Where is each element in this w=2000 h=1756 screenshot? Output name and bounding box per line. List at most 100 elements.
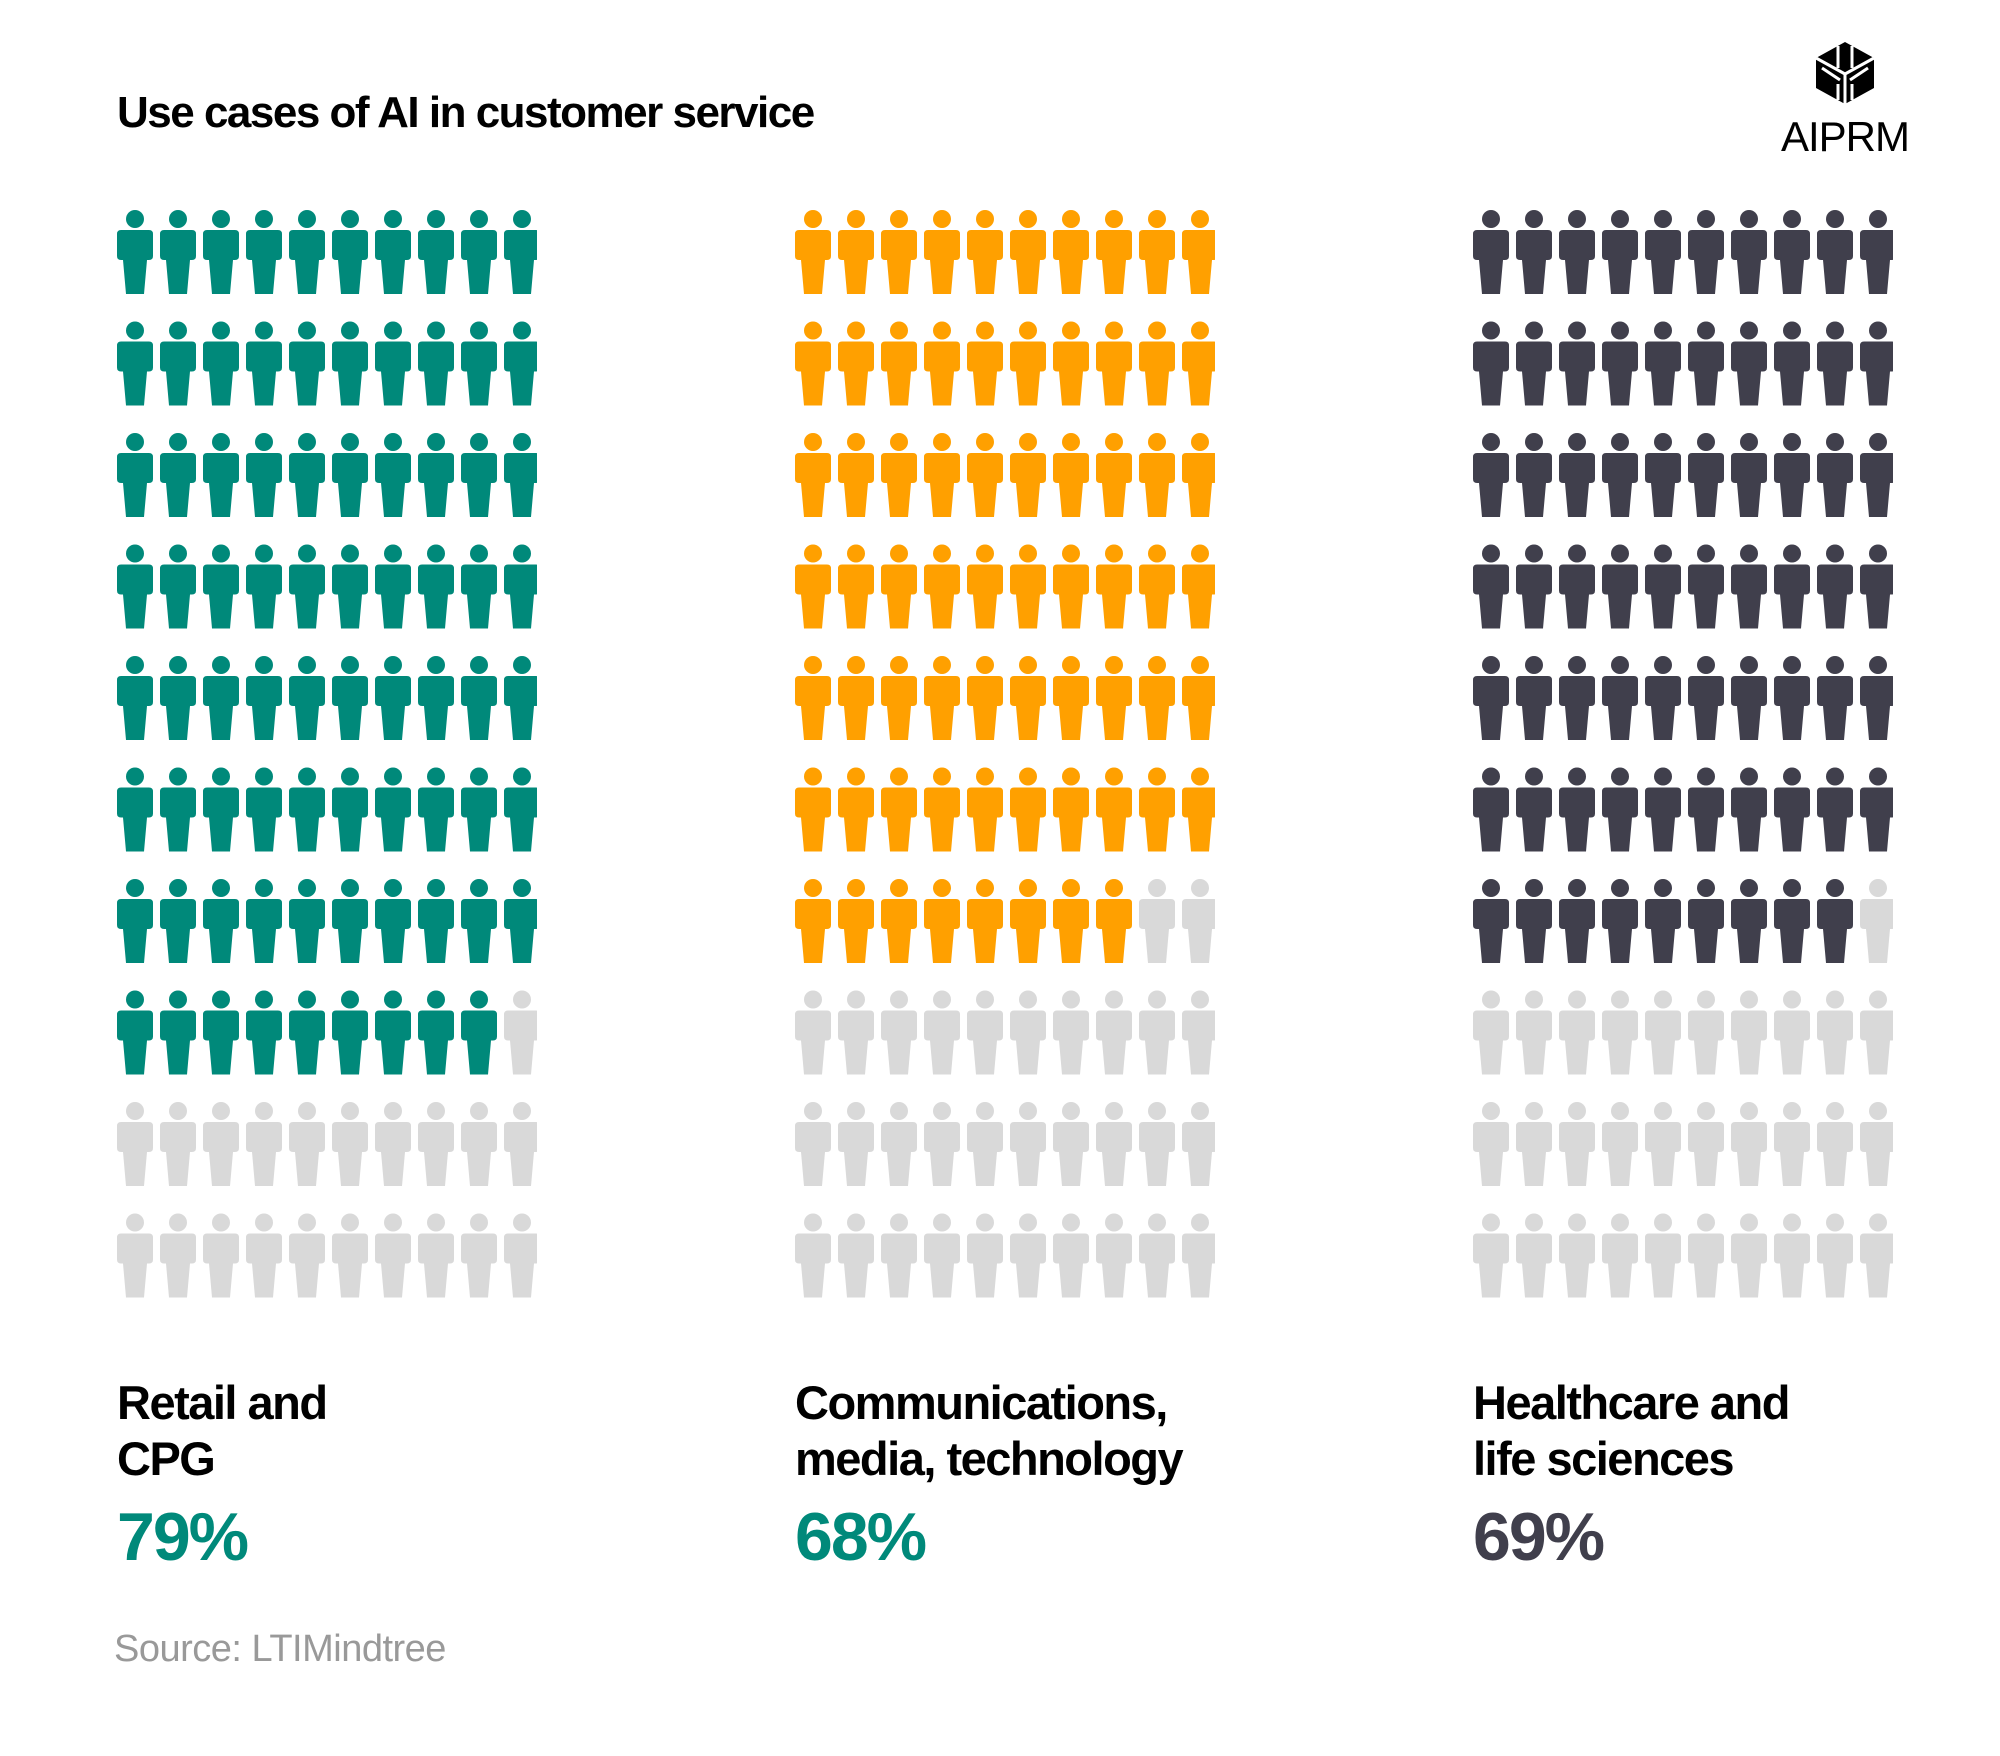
person-icon-empty (1559, 1102, 1595, 1186)
person-icon-empty (160, 1102, 196, 1186)
person-icon-empty (461, 1102, 497, 1186)
person-icon-empty (795, 1102, 831, 1186)
person-icon-filled (160, 210, 196, 294)
person-icon-filled (1516, 210, 1552, 294)
person-icon-empty (1860, 990, 1896, 1075)
person-icon-filled (1860, 433, 1896, 517)
person-icon-empty (504, 1213, 540, 1298)
person-icon-filled (1688, 544, 1724, 629)
person-icon-filled (375, 656, 411, 740)
person-icon-empty (289, 1102, 325, 1186)
person-icon-filled (1688, 321, 1724, 406)
person-icon-filled (418, 544, 454, 629)
person-icon-empty (924, 1102, 960, 1186)
person-icon-filled (881, 767, 917, 852)
person-icon-filled (1817, 321, 1853, 406)
person-icon-filled (203, 879, 239, 963)
person-icon-filled (967, 210, 1003, 294)
person-icon-filled (375, 321, 411, 406)
person-icon-filled (160, 544, 196, 629)
person-icon-filled (1860, 544, 1896, 629)
person-icon-empty (1139, 1213, 1175, 1298)
person-icon-empty (795, 1213, 831, 1298)
person-icon-filled (246, 544, 282, 629)
person-icon-filled (1053, 767, 1089, 852)
person-icon-empty (1731, 1102, 1767, 1186)
person-icon-filled (1559, 767, 1595, 852)
person-icon-filled (117, 656, 153, 740)
person-icon-empty (1516, 990, 1552, 1075)
person-icon-filled (967, 321, 1003, 406)
person-icon-empty (332, 1102, 368, 1186)
person-icon-empty (1182, 1102, 1218, 1186)
person-icon-filled (1516, 767, 1552, 852)
person-icon-filled (1053, 544, 1089, 629)
person-icon-filled (1096, 656, 1132, 740)
person-icon-empty (203, 1102, 239, 1186)
person-icon-empty (1645, 1102, 1681, 1186)
person-icon-filled (967, 767, 1003, 852)
person-icon-filled (504, 544, 540, 629)
person-icon-filled (375, 433, 411, 517)
person-icon-empty (332, 1213, 368, 1298)
person-icon-filled (1139, 321, 1175, 406)
person-icon-filled (1774, 210, 1810, 294)
person-icon-empty (1182, 1213, 1218, 1298)
person-icon-empty (1182, 879, 1218, 963)
person-icon-filled (246, 990, 282, 1075)
person-icon-filled (1516, 544, 1552, 629)
person-icon-empty (1559, 990, 1595, 1075)
person-icon-filled (1182, 433, 1218, 517)
person-icon-filled (418, 433, 454, 517)
person-icon-filled (795, 656, 831, 740)
person-icon-filled (1053, 656, 1089, 740)
person-icon-filled (1774, 544, 1810, 629)
person-icon-filled (1516, 879, 1552, 963)
person-icon-filled (246, 433, 282, 517)
person-icon-filled (967, 433, 1003, 517)
person-icon-filled (332, 656, 368, 740)
person-icon-empty (1010, 1213, 1046, 1298)
person-icon-empty (1774, 990, 1810, 1075)
person-icon-filled (838, 544, 874, 629)
person-icon-filled (375, 990, 411, 1075)
person-icon-filled (1010, 433, 1046, 517)
person-icon-filled (1602, 433, 1638, 517)
person-icon-filled (504, 767, 540, 852)
person-icon-empty (1473, 1102, 1509, 1186)
person-icon-filled (1688, 433, 1724, 517)
person-icon-filled (1516, 433, 1552, 517)
person-icon-empty (1053, 1102, 1089, 1186)
person-icon-empty (1602, 1213, 1638, 1298)
person-icon-filled (1731, 544, 1767, 629)
person-icon-empty (1559, 1213, 1595, 1298)
person-icon-filled (1688, 656, 1724, 740)
person-icon-empty (1010, 1102, 1046, 1186)
person-icon-filled (1688, 767, 1724, 852)
person-icon-filled (1731, 767, 1767, 852)
person-icon-filled (967, 879, 1003, 963)
person-icon-filled (795, 210, 831, 294)
person-icon-empty (1688, 990, 1724, 1075)
person-icon-filled (1473, 656, 1509, 740)
person-icon-filled (1182, 544, 1218, 629)
person-icon-filled (1645, 879, 1681, 963)
person-icon-filled (1645, 433, 1681, 517)
person-icon-filled (203, 990, 239, 1075)
person-icon-filled (289, 321, 325, 406)
person-icon-filled (504, 433, 540, 517)
person-icon-filled (967, 544, 1003, 629)
person-icon-empty (1731, 1213, 1767, 1298)
person-icon-filled (1182, 767, 1218, 852)
person-icon-filled (332, 321, 368, 406)
person-icon-filled (1559, 544, 1595, 629)
person-icon-filled (1559, 321, 1595, 406)
person-icon-empty (1096, 990, 1132, 1075)
person-icon-filled (1860, 656, 1896, 740)
person-icon-filled (881, 433, 917, 517)
person-icon-empty (1516, 1213, 1552, 1298)
person-icon-filled (1182, 656, 1218, 740)
person-icon-filled (1559, 433, 1595, 517)
person-icon-filled (1096, 433, 1132, 517)
person-icon-empty (418, 1213, 454, 1298)
